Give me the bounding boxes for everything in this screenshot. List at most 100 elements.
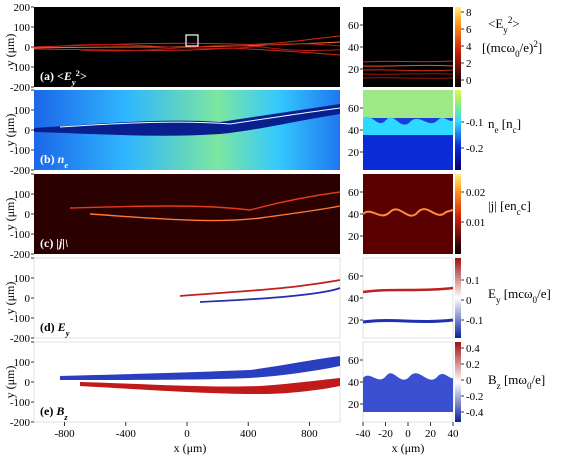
cbar-tick-label: 0 <box>466 75 472 87</box>
y-tick-label: 200 <box>14 2 31 14</box>
panel-d-field-red <box>179 279 341 297</box>
main-x-ticks: -800 -400 0 400 800 <box>55 422 318 440</box>
y-tick-label: 0 <box>25 293 31 305</box>
panel-e <box>33 341 461 423</box>
y-tick-label: -200 <box>10 165 31 177</box>
cbar-title-e: Bz [mω0/e] <box>488 372 545 391</box>
panel-d-field-blue <box>199 287 341 303</box>
panel-d-zoom-red <box>362 286 454 294</box>
y-axis-label-3: y (μm) <box>3 198 17 231</box>
zoom-y-tick-label: 40 <box>348 125 360 137</box>
zoom-y-tick-label: 60 <box>348 187 360 199</box>
panel-a-beams <box>33 35 341 56</box>
cbar-tick-label: 8 <box>466 7 472 19</box>
zoom-box-marker <box>185 34 199 47</box>
panel-d-main-plot <box>33 257 341 339</box>
cbar-title-a-line1: <Ey2> <box>488 15 520 35</box>
y-tick-label: 0 <box>25 209 31 221</box>
zoom-y-tick-label: 40 <box>348 377 360 389</box>
y-tick-label: -200 <box>10 417 31 429</box>
panel-e-zoom-blue <box>363 373 453 412</box>
panel-labels: (a) <Ey2> (b) ne (c) |j|\ (d) Ey (e) Bz <box>40 69 87 422</box>
y-tick-label: -100 <box>10 397 31 409</box>
zoom-y-tick-label: 60 <box>348 103 360 115</box>
cbar-tick-label: 0.1 <box>466 275 480 287</box>
zoom-x-ticks: -40 -20 0 20 40 <box>356 422 459 440</box>
cbar-tick-label: 0.01 <box>466 217 485 229</box>
panel-b-zoom-bottom <box>363 135 453 170</box>
colorbar-titles: <Ey2> [(mcω0/e)2] ne [nc] |j| [encc] Ey [mcω… <box>482 15 551 391</box>
panel-label-d: (d) Ey <box>40 320 70 338</box>
zoom-y-tick-label: 20 <box>348 147 360 159</box>
panel-c <box>34 174 461 254</box>
panel-c-current-lower <box>89 205 341 222</box>
panel-b <box>34 90 461 170</box>
zoom-y-tick-label: 20 <box>348 231 360 243</box>
cbar-tick-label: 0.02 <box>466 187 485 199</box>
y-tick-label: 100 <box>14 273 31 285</box>
y-tick-label: 100 <box>14 189 31 201</box>
panel-d <box>33 257 461 339</box>
y-tick-label: -100 <box>10 62 31 74</box>
y-tick-label: -100 <box>10 229 31 241</box>
panel-label-b: (b) ne <box>40 152 68 170</box>
panel-d-zoom-plot <box>362 257 454 339</box>
panel-c-zoom-filament <box>362 208 454 217</box>
y-tick-label: 0 <box>25 377 31 389</box>
cbar-tick-label: 0.2 <box>466 359 480 371</box>
zoom-x-tick-label: 40 <box>448 428 460 440</box>
cbar-tick-label: 4 <box>466 41 472 53</box>
cbar-title-b: ne [nc] <box>488 116 521 135</box>
panel-b-colorbar <box>455 90 461 170</box>
panel-d-zoom-blue <box>362 318 454 324</box>
x-axis-label-main: x (μm) <box>174 441 207 455</box>
zoom-y-tick-label: 40 <box>348 293 360 305</box>
panel-a-zoom-plot <box>363 7 453 87</box>
panel-e-field-blue <box>60 356 340 380</box>
cbar-tick-label: -0.1 <box>466 315 483 327</box>
cbar-tick-label: -0.2 <box>466 391 483 403</box>
y-tick-label: -100 <box>10 313 31 325</box>
y-tick-label: 0 <box>25 42 31 54</box>
zoom-y-tick-label: 60 <box>348 355 360 367</box>
zoom-y-tick-label: 40 <box>348 42 360 54</box>
colorbar-ticks: 8 6 4 2 0 -0.1 -0.2 0.02 0.01 0.1 0 -0.1 0.4 0.2 0 -0.2… <box>461 7 485 419</box>
cbar-tick-label: -0.4 <box>466 407 484 419</box>
zoom-x-tick-label: 0 <box>405 428 411 440</box>
panel-label-c: (c) |j|\ <box>40 236 68 250</box>
zoom-y-ticks: 60 40 20 60 40 20 60 40 20 60 40 20 60 40 20 <box>348 20 363 411</box>
panel-b-zoom-front <box>363 116 453 135</box>
main-y-ticks: 200 100 0 -100 -200 100 0 -100 -200 100 0 -100 -200 1… <box>10 2 34 429</box>
x-tick-label: -800 <box>55 428 76 440</box>
y-tick-label: -200 <box>10 333 31 345</box>
panel-a <box>33 7 461 87</box>
zoom-y-tick-label: 20 <box>348 315 360 327</box>
x-tick-label: 800 <box>301 428 318 440</box>
zoom-x-tick-label: -40 <box>356 428 371 440</box>
zoom-x-tick-label: 20 <box>425 428 437 440</box>
cbar-title-c: |j| [encc] <box>488 198 531 217</box>
panel-b-zoom-top <box>363 90 453 118</box>
cbar-title-d: Ey [mcω0/e] <box>488 286 551 305</box>
cbar-tick-label: 6 <box>466 24 472 36</box>
zoom-y-tick-label: 20 <box>348 64 360 76</box>
x-tick-label: 400 <box>240 428 257 440</box>
y-axis-label-5: y (μm) <box>3 366 17 399</box>
panel-c-colorbar <box>455 174 461 254</box>
panel-e-field-red <box>80 378 340 394</box>
cbar-tick-label: -0.2 <box>466 143 483 155</box>
panel-label-a: (a) <Ey2> <box>40 69 87 87</box>
panel-a-zoom-beams <box>362 60 454 79</box>
panel-e-main-plot <box>33 341 341 423</box>
panel-b-channel-edge <box>59 107 341 128</box>
zoom-y-tick-label: 40 <box>348 209 360 221</box>
cbar-tick-label: 0.4 <box>466 343 480 355</box>
x-tick-label: 0 <box>184 428 190 440</box>
cbar-title-a-line2: [(mcω0/e)2] <box>482 39 542 59</box>
y-axis-label-4: y (μm) <box>3 282 17 315</box>
y-tick-label: -200 <box>10 82 31 94</box>
panel-c-current-upper <box>69 191 341 211</box>
y-axis-label: y (μm) <box>3 34 17 67</box>
zoom-y-tick-label: 60 <box>348 20 360 32</box>
